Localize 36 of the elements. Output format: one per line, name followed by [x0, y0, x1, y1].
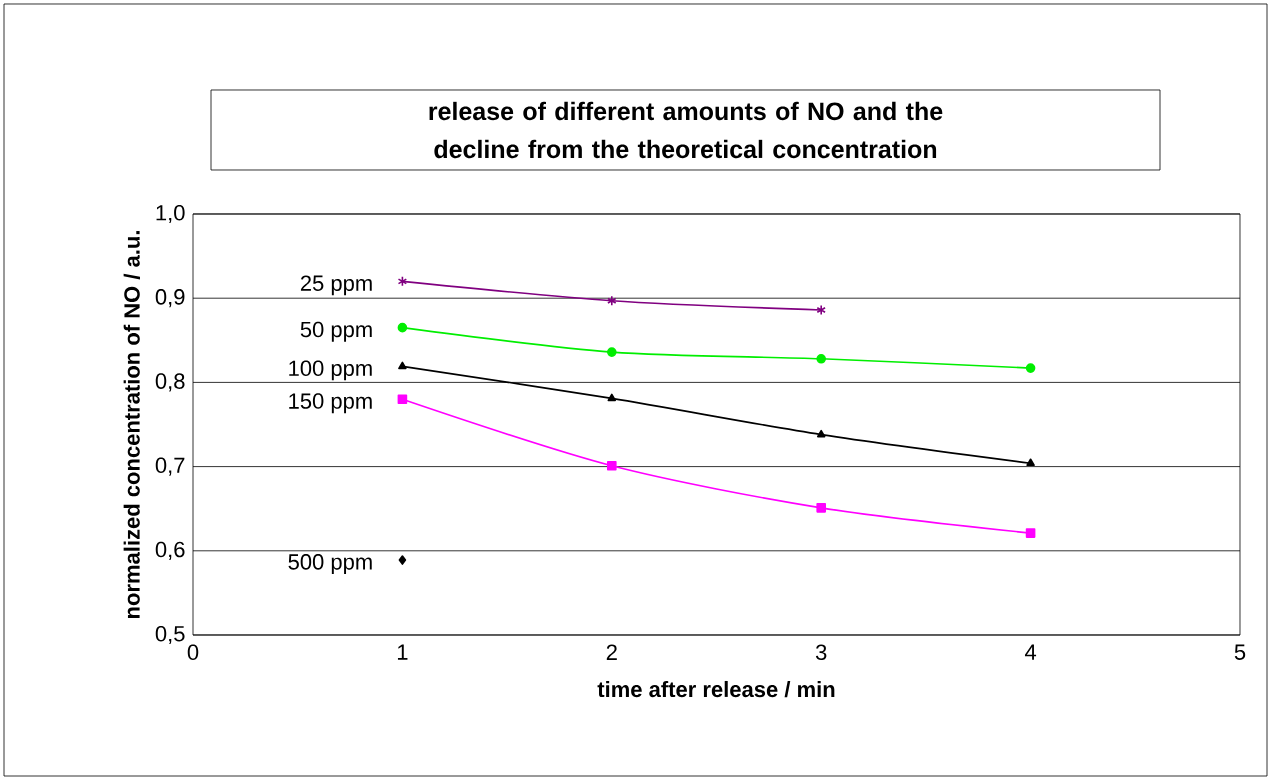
point: [816, 503, 826, 513]
point: [397, 394, 408, 405]
y-tick-label: 0,6: [155, 541, 185, 560]
chart-title: release of different amounts of NO and the decline from the theoretical concentration: [429, 101, 943, 159]
point: [1025, 363, 1036, 373]
point: [1025, 528, 1036, 538]
point: [397, 276, 408, 287]
series-label: 100 ppm: [289, 360, 372, 381]
point: [816, 354, 826, 364]
point: [607, 460, 617, 471]
point: [398, 555, 407, 565]
point: [607, 347, 617, 357]
point: [1026, 458, 1035, 467]
y-tick-label: 0,7: [155, 457, 185, 476]
point: [607, 393, 617, 402]
y-axis-title: normalized concentration of NO / a.u.: [123, 231, 141, 619]
series-label: 25 ppm: [300, 275, 372, 296]
x-axis-title: time after release / min: [597, 680, 835, 698]
series-label: 50 ppm: [300, 321, 372, 342]
point: [607, 295, 617, 307]
x-tick-label: 2: [606, 644, 617, 660]
y-tick-label: 0,9: [155, 289, 185, 308]
series-label: 500 ppm: [288, 554, 372, 575]
point: [816, 429, 826, 438]
point: [397, 322, 408, 333]
y-tick-label: 0,8: [155, 373, 185, 392]
series-label: 150 ppm: [289, 393, 372, 414]
y-tick-label: 0,5: [155, 625, 185, 645]
y-tick-label: 1,0: [156, 204, 185, 224]
x-tick-label: 3: [815, 644, 827, 661]
x-tick-label: 0: [187, 644, 199, 661]
point: [816, 304, 826, 316]
x-tick-label: 4: [1024, 644, 1037, 660]
x-tick-label: 5: [1234, 644, 1246, 660]
point: [398, 361, 407, 370]
x-tick-label: 1: [397, 644, 408, 660]
